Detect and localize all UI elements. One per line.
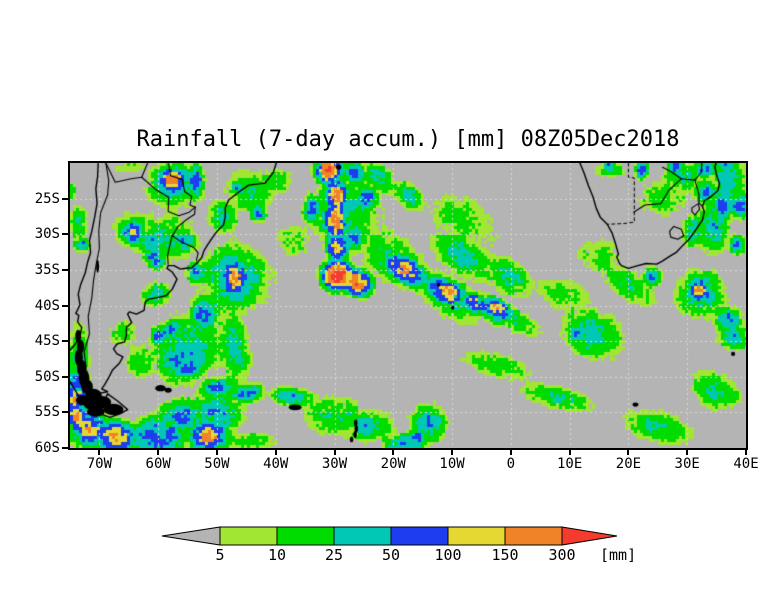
- x-tick-label: 0: [506, 456, 516, 472]
- y-tick: [62, 233, 68, 236]
- x-tick: [745, 450, 747, 455]
- y-tick-label: 55S: [34, 404, 60, 421]
- x-tick: [627, 450, 630, 455]
- x-tick: [568, 450, 571, 455]
- y-tick: [62, 447, 68, 449]
- y-tick-label: 35S: [34, 261, 60, 278]
- x-tick: [686, 450, 689, 455]
- x-tick-label: 40W: [263, 456, 289, 472]
- colorbar-tick-label: 300: [548, 546, 575, 564]
- y-tick: [62, 340, 68, 343]
- colorbar-cell: [276, 526, 335, 546]
- colorbar-tick-label: 5: [215, 546, 224, 564]
- x-tick: [98, 450, 101, 455]
- colorbar-cell: [219, 526, 278, 546]
- y-tick: [62, 304, 68, 307]
- colorbar-cell: [390, 526, 449, 546]
- x-tick: [274, 450, 277, 455]
- colorbar-cell: [447, 526, 506, 546]
- colorbar-cell: [504, 526, 563, 546]
- y-tick-label: 60S: [34, 440, 60, 456]
- x-tick: [451, 450, 454, 455]
- colorbar-over-arrow: [561, 526, 618, 546]
- y-tick: [62, 268, 68, 271]
- x-tick-label: 50W: [204, 456, 230, 472]
- x-tick-label: 40E: [733, 456, 759, 472]
- colorbar-tick-label: 150: [491, 546, 518, 564]
- colorbar-units-label: [mm]: [600, 546, 636, 564]
- x-tick-label: 20W: [380, 456, 406, 472]
- x-tick: [392, 450, 395, 455]
- colorbar-tick-label: 10: [268, 546, 286, 564]
- x-tick-label: 10E: [556, 456, 583, 472]
- rainfall-map-canvas: [70, 163, 746, 448]
- y-tick-label: 25S: [34, 190, 60, 207]
- x-tick: [215, 450, 218, 455]
- colorbar-tick-label: 50: [382, 546, 400, 564]
- y-tick-label: 45S: [34, 333, 60, 350]
- y-tick: [62, 375, 68, 378]
- x-tick-label: 30E: [674, 456, 700, 472]
- colorbar-tick-label: 25: [325, 546, 343, 564]
- y-tick-label: 30S: [34, 226, 60, 243]
- x-tick: [333, 450, 336, 455]
- y-tick: [62, 197, 68, 200]
- y-tick: [62, 411, 68, 414]
- chart-title: Rainfall (7-day accum.) [mm] 08Z05Dec201…: [136, 127, 680, 152]
- x-tick-label: 30W: [321, 456, 348, 472]
- x-tick-label: 70W: [86, 456, 113, 472]
- y-tick-label: 40S: [34, 297, 60, 314]
- x-tick: [509, 450, 512, 455]
- colorbar-cell: [333, 526, 392, 546]
- colorbar-legend: 5 10 25 50 100 150 300 [mm]: [161, 526, 636, 564]
- colorbar-tick-label: 100: [434, 546, 461, 564]
- x-tick: [157, 450, 160, 455]
- colorbar-under-arrow: [161, 526, 221, 546]
- x-tick-label: 20E: [615, 456, 642, 472]
- y-tick-label: 50S: [34, 368, 60, 385]
- x-tick-label: 60W: [145, 456, 171, 472]
- x-tick-label: 10W: [439, 456, 465, 472]
